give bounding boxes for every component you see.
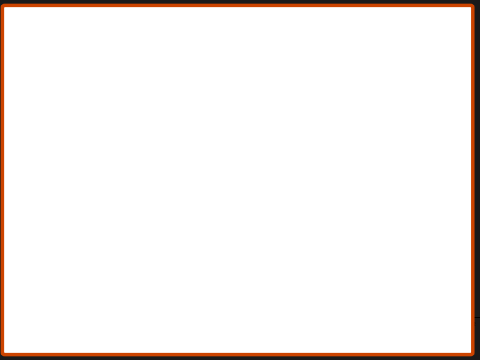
Polygon shape [353,144,384,151]
Text: Un canal de seccion trapezoidal tiene sus paredes con una inclinacion de 30º con: Un canal de seccion trapezoidal tiene su… [61,9,419,65]
Text: c: c [109,115,114,124]
Polygon shape [96,144,182,302]
Text: $y*\sqrt{1+Z^2}$: $y*\sqrt{1+Z^2}$ [65,315,117,334]
Text: $P2 = 2y$: $P2 = 2y$ [430,224,465,237]
Text: T: T [237,138,243,148]
Text: P1: P1 [114,244,125,253]
Polygon shape [96,144,127,151]
Text: P2: P2 [360,215,371,224]
Polygon shape [127,173,353,295]
Polygon shape [169,295,311,302]
Text: $y*\sqrt{1+Z^2}$: $y*\sqrt{1+Z^2}$ [427,315,479,334]
Text: b: b [237,321,243,332]
Text: V = 1.141 m/s: V = 1.141 m/s [17,256,80,265]
Text: H: H [419,215,426,224]
Text: Q = 2.422 m³/s: Q = 2.422 m³/s [17,233,84,242]
Text: S = 0.8‰: S = 0.8‰ [17,278,61,287]
Text: n₃ = 0.022: n₃ = 0.022 [17,210,64,219]
Text: c: c [366,115,371,124]
Text: n₂ = 0.015: n₂ = 0.015 [17,188,64,197]
Text: θ: θ [314,271,320,280]
Text: DATOS: DATOS [17,144,59,154]
Text: y: y [207,229,214,239]
Text: n₁ = 0.012: n₁ = 0.012 [17,165,64,174]
Text: 1: 1 [133,205,138,214]
Polygon shape [298,144,384,302]
Text: P3: P3 [235,319,245,328]
Text: z: z [133,223,137,232]
Text: H-y: H-y [418,154,430,159]
